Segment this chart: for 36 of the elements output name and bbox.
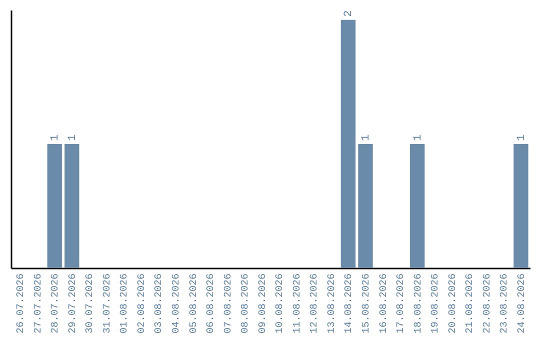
x-tick-label: 22.08.2026 <box>482 274 494 334</box>
x-tick-label: 13.08.2026 <box>326 274 338 334</box>
x-tick-label: 16.08.2026 <box>378 274 390 334</box>
x-tick-label: 01.08.2026 <box>120 274 131 334</box>
x-tick-label: 09.08.2026 <box>258 274 269 334</box>
x-tick-label: 19.08.2026 <box>430 274 442 334</box>
x-tick-label: 24.08.2026 <box>516 274 528 334</box>
data-label: 1 <box>412 134 424 141</box>
x-tick-label: 12.08.2026 <box>310 274 321 334</box>
x-tick-label: 08.08.2026 <box>240 274 252 334</box>
x-tick-label: 14.08.2026 <box>344 274 356 334</box>
data-label: 1 <box>66 134 79 141</box>
x-tick-label: 30.07.2026 <box>85 274 96 334</box>
x-tick-label: 11.08.2026 <box>292 274 304 334</box>
x-tick-label: 17.08.2026 <box>396 274 408 334</box>
x-tick-label: 05.08.2026 <box>188 274 200 334</box>
x-tick-label: 21.08.2026 <box>465 274 476 334</box>
x-tick-label: 03.08.2026 <box>154 274 166 334</box>
data-label: 1 <box>50 134 62 141</box>
data-label: 1 <box>516 134 528 141</box>
data-label: 2 <box>343 10 356 17</box>
x-tick-label: 20.08.2026 <box>448 274 459 334</box>
x-tick-label: 31.07.2026 <box>102 274 114 334</box>
x-tick-label: 04.08.2026 <box>172 274 183 334</box>
data-label: 1 <box>360 134 372 141</box>
x-tick-label: 15.08.2026 <box>361 274 372 334</box>
x-tick-label: 26.07.2026 <box>16 274 28 334</box>
x-tick-label: 27.07.2026 <box>33 274 44 334</box>
x-tick-label: 06.08.2026 <box>206 274 218 334</box>
x-tick-label: 07.08.2026 <box>223 274 234 334</box>
x-tick-label: 23.08.2026 <box>500 274 511 334</box>
x-tick-label: 18.08.2026 <box>413 274 424 334</box>
x-tick-label: 02.08.2026 <box>136 274 148 334</box>
x-tick-label: 10.08.2026 <box>275 274 286 334</box>
x-tick-label: 28.07.2026 <box>50 274 62 334</box>
x-tick-label: 29.07.2026 <box>68 274 79 334</box>
